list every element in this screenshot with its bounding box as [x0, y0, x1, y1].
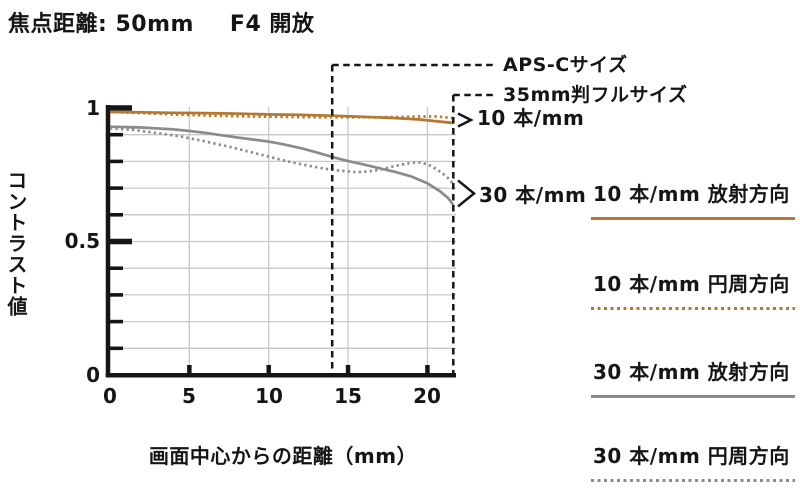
legend-item-30-circumferential: 30 本/mm 円周方向 [591, 445, 795, 482]
y-tick-label-1: 1 [86, 96, 100, 120]
aps-c-size-label: APS-Cサイズ [503, 54, 628, 76]
legend-label-10-circumferential: 10 本/mm 円周方向 [593, 272, 790, 296]
x-tick-label-15: 15 [334, 384, 362, 408]
annotation-30-lines-per-mm: 30 本/mm [479, 183, 587, 207]
x-tick-label-5: 5 [182, 384, 196, 408]
legend-label-30-circumferential: 30 本/mm 円周方向 [593, 444, 790, 468]
legend-line-dotted-gray [591, 479, 795, 482]
y-axis-title: コントラスト値 [4, 170, 28, 317]
aperture-label: F4 開放 [229, 12, 315, 37]
x-tick-label-10: 10 [255, 384, 283, 408]
annotation-10-lines-per-mm: 10 本/mm [477, 106, 585, 130]
page-title: 焦点距離: 50mm F4 開放 [8, 6, 314, 38]
curve-10-circumferential [109, 110, 454, 120]
legend-line-solid-orange [591, 217, 795, 220]
curve-30-circumferential [109, 126, 455, 185]
y-tick-label-0-5: 0.5 [64, 229, 100, 253]
legend-item-30-radial: 30 本/mm 放射方向 [591, 361, 795, 398]
legend-item-10-radial: 10 本/mm 放射方向 [591, 183, 795, 220]
x-axis-title: 画面中心からの距離（mm） [148, 444, 418, 468]
annotation-arrow-10 [457, 112, 474, 128]
legend-line-solid-gray [591, 395, 795, 398]
x-tick-label-20: 20 [413, 384, 441, 408]
focal-length-label: 焦点距離: 50mm [8, 12, 194, 37]
y-tick-label-0: 0 [86, 363, 100, 387]
x-tick-label-0: 0 [103, 384, 117, 408]
legend-label-30-radial: 30 本/mm 放射方向 [593, 360, 790, 384]
legend: 10 本/mm 放射方向 10 本/mm 円周方向 30 本/mm 放射方向 3… [591, 0, 795, 494]
full-frame-size-label: 35mm判フルサイズ [503, 84, 688, 106]
legend-line-dotted-orange [591, 307, 795, 310]
curve-30-radial [109, 125, 455, 206]
annotation-arrow-30 [457, 179, 476, 208]
legend-item-10-circumferential: 10 本/mm 円周方向 [591, 273, 795, 310]
curve-10-radial [109, 110, 454, 125]
legend-label-10-radial: 10 本/mm 放射方向 [593, 182, 790, 206]
